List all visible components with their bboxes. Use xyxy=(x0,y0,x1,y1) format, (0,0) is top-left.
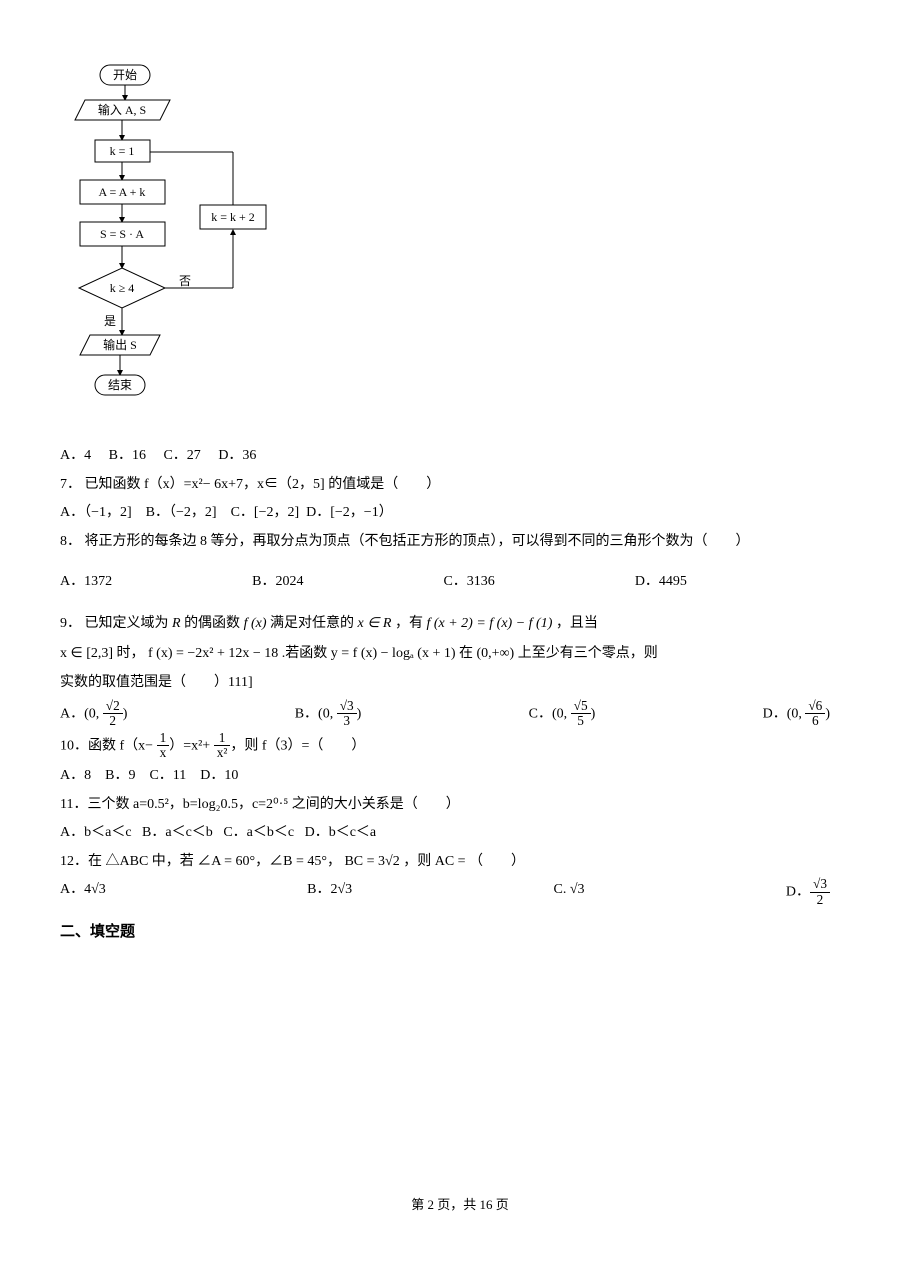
q9-optA-num: √2 xyxy=(103,699,123,715)
q11-stem: 11．三个数 a=0.5²，b=log₂0.5，c=2⁰·⁵ 之间的大小关系是（… xyxy=(60,792,860,819)
q9-optA-den: 2 xyxy=(103,714,123,729)
flowchart-diagram: 开始 输入 A, S k = 1 A = A + k S = S · A k ≥… xyxy=(60,60,860,435)
q11-optB: B．a＜c＜b xyxy=(142,825,213,840)
q7-options: A．（−1，2] B．（−2，2] C．[−2，2] D．[−2，−1） xyxy=(60,500,860,527)
q10-f2n: 1 xyxy=(214,731,231,747)
q10-f2d: x² xyxy=(214,746,231,761)
q9-optB-num: √3 xyxy=(337,699,357,715)
q8-options: A．1372 B．2024 C．3136 D．4495 xyxy=(60,569,860,596)
q10-f1d: x xyxy=(157,746,170,761)
q11-optD: D．b＜c＜a xyxy=(305,825,377,840)
q9-optD-den: 6 xyxy=(805,714,825,729)
q9-optD: D．(0, √66) xyxy=(763,699,830,729)
flow-end-text: 结束 xyxy=(108,378,132,392)
q12-optD-den: 2 xyxy=(810,893,830,908)
q9-optC: C．(0, √55) xyxy=(529,699,596,729)
q7-optC: C．[−2，2] xyxy=(231,505,300,520)
flow-output-text: 输出 S xyxy=(103,337,137,352)
q9-s1-fx: f (x) xyxy=(244,616,267,631)
q9-s1-R: R xyxy=(172,616,181,631)
q10-mid: ）=x²+ xyxy=(169,738,214,753)
q8-optB: B．2024 xyxy=(252,569,303,596)
flow-init-text: k = 1 xyxy=(110,144,135,158)
q7-optB: B．（−2，2] xyxy=(146,505,217,520)
q7-optA: A．（−1，2] xyxy=(60,505,132,520)
q6-optD: D．36 xyxy=(218,448,256,463)
q9-optC-num: √5 xyxy=(571,699,591,715)
section-2-title: 二、填空题 xyxy=(60,920,860,941)
q9-optD-r: ) xyxy=(825,706,830,721)
flow-no-label: 否 xyxy=(179,274,191,288)
q9-stem-line3: 实数的取值范围是（ ）111] xyxy=(60,670,860,697)
q12-optD-num: √3 xyxy=(810,877,830,893)
q12-options: A．4√3 B．2√3 C. √3 D．√32 xyxy=(60,877,860,907)
q9-s1-xin: x ∈ R xyxy=(358,616,392,631)
q9-optB-r: ) xyxy=(357,706,362,721)
q9-s1-have: ，有 xyxy=(391,616,426,631)
q12-optD-l: D． xyxy=(786,885,810,900)
q9-optD-num: √6 xyxy=(805,699,825,715)
q9-optC-l: C．(0, xyxy=(529,706,571,721)
q9-optA-r: ) xyxy=(123,706,128,721)
q8-optC: C．3136 xyxy=(443,569,494,596)
q9-s1-pre: 9． 已知定义域为 xyxy=(60,616,172,631)
q12-stem: 12．在 △ABC 中，若 ∠A = 60°，∠B = 45°， BC = 3√… xyxy=(60,849,860,876)
q6-optC: C．27 xyxy=(163,448,200,463)
q9-s1-end: ，且当 xyxy=(552,616,598,631)
q10-options: A．8 B．9 C．11 D．10 xyxy=(60,763,860,790)
q10-optC: C．11 xyxy=(149,768,186,783)
q10-post: ，则 f（3）=（ ） xyxy=(230,738,365,753)
flow-yes-label: 是 xyxy=(104,314,116,328)
q10-optA: A．8 xyxy=(60,768,91,783)
q9-stem-line1: 9． 已知定义域为 R 的偶函数 f (x) 满足对任意的 x ∈ R ，有 f… xyxy=(60,610,860,638)
q11-optC: C．a＜b＜c xyxy=(223,825,294,840)
flow-input-text: 输入 A, S xyxy=(98,102,146,117)
q10-optD: D．10 xyxy=(200,768,238,783)
q9-optB-l: B．(0, xyxy=(295,706,337,721)
q12-optC: C. √3 xyxy=(554,877,585,907)
q9-s1-eq: f (x + 2) = f (x) − f (1) xyxy=(426,616,552,631)
q12-optD: D．√32 xyxy=(786,877,830,907)
q8-optD: D．4495 xyxy=(635,569,687,596)
q9-stem-line2: x ∈ [2,3] 时， f (x) = −2x² + 12x − 18 .若函… xyxy=(60,640,860,668)
q10-optB: B．9 xyxy=(105,768,135,783)
flow-cond-text: k ≥ 4 xyxy=(110,281,135,295)
q11-options: A．b＜a＜c B．a＜c＜b C．a＜b＜c D．b＜c＜a xyxy=(60,820,860,847)
q6-optA: A．4 xyxy=(60,448,91,463)
q9-optA-l: A．(0, xyxy=(60,706,103,721)
q8-optA: A．1372 xyxy=(60,569,112,596)
q7-stem: 7． 已知函数 f（x）=x²− 6x+7，x∈（2，5] 的值域是（ ） xyxy=(60,472,860,499)
q10-pre: 10．函数 f（x− xyxy=(60,738,157,753)
flowchart-svg: 开始 输入 A, S k = 1 A = A + k S = S · A k ≥… xyxy=(60,60,280,430)
flow-stepS-text: S = S · A xyxy=(100,227,144,241)
q9-s1-after: 满足对任意的 xyxy=(267,616,358,631)
page-footer: 第 2 页，共 16 页 xyxy=(0,1194,920,1213)
q8-stem: 8． 将正方形的每条边 8 等分，再取分点为顶点（不包括正方形的顶点），可以得到… xyxy=(60,529,860,556)
q9-optD-l: D．(0, xyxy=(763,706,806,721)
flow-incr-text: k = k + 2 xyxy=(211,210,255,224)
q9-optB-den: 3 xyxy=(337,714,357,729)
q12-optA: A．4√3 xyxy=(60,877,106,907)
q9-optC-r: ) xyxy=(591,706,596,721)
q11-optA: A．b＜a＜c xyxy=(60,825,132,840)
q6-optB: B．16 xyxy=(109,448,146,463)
q9-options: A．(0, √22) B．(0, √33) C．(0, √55) D．(0, √… xyxy=(60,699,860,729)
q9-s2: x ∈ [2,3] 时， f (x) = −2x² + 12x − 18 .若函… xyxy=(60,646,658,661)
flow-stepA-text: A = A + k xyxy=(99,185,146,199)
q10-f1n: 1 xyxy=(157,731,170,747)
q7-optD: D．[−2，−1） xyxy=(306,505,393,520)
q9-s1-mid: 的偶函数 xyxy=(181,616,244,631)
q6-options: A．4 B．16 C．27 D．36 xyxy=(60,443,860,470)
flow-start-text: 开始 xyxy=(113,68,137,82)
q9-optB: B．(0, √33) xyxy=(295,699,362,729)
q10-stem: 10．函数 f（x− 1x）=x²+ 1x²，则 f（3）=（ ） xyxy=(60,731,860,761)
q9-optC-den: 5 xyxy=(571,714,591,729)
q12-optB: B．2√3 xyxy=(307,877,352,907)
q9-optA: A．(0, √22) xyxy=(60,699,127,729)
